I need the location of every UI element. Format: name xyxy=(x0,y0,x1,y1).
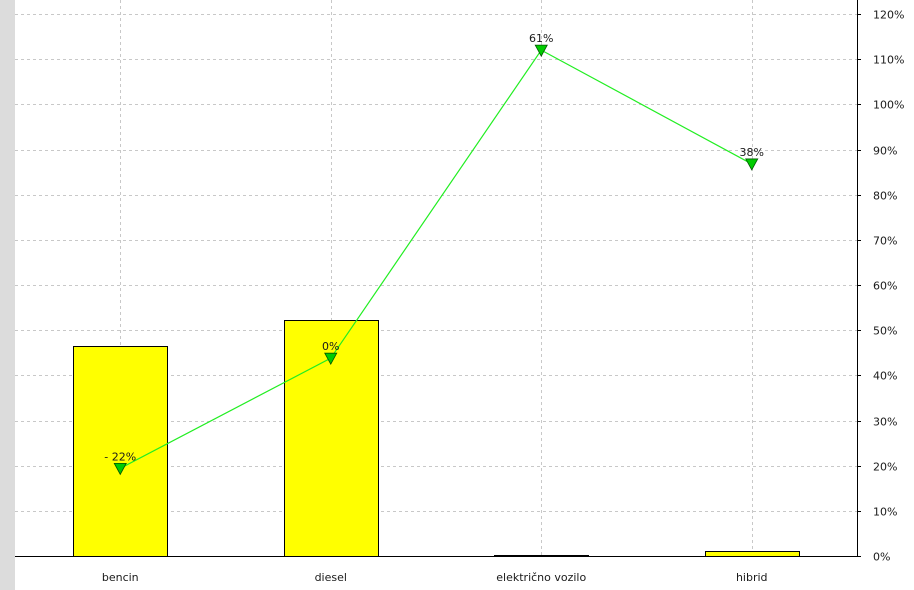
line-point-label: 38% xyxy=(740,146,764,159)
y-tick-label: 110% xyxy=(873,54,904,67)
line-point-marker xyxy=(324,352,338,366)
line-path xyxy=(119,49,753,469)
y-tick-label: 90% xyxy=(873,145,897,158)
line-point-marker xyxy=(113,462,127,476)
y-tick-label: 80% xyxy=(873,190,897,203)
y-tick-label: 70% xyxy=(873,235,897,248)
line-point-label: 61% xyxy=(529,32,553,45)
y-tick-label: 100% xyxy=(873,99,904,112)
line-point-marker xyxy=(745,158,759,171)
bar-hibrid xyxy=(705,551,800,557)
y-tick-label: 10% xyxy=(873,506,897,519)
line-series: - 22% 0% 61% 38% xyxy=(104,32,764,476)
y-tick-label: 120% xyxy=(873,9,904,22)
y-tick-label: 60% xyxy=(873,280,897,293)
y-tick-label: 50% xyxy=(873,325,897,338)
line-point-marker xyxy=(534,44,548,57)
x-category-label: bencin xyxy=(102,571,139,584)
bar-series xyxy=(73,320,800,557)
y-tick-label: 0% xyxy=(873,551,890,564)
y-tick-label: 20% xyxy=(873,461,897,474)
x-axis-labels: bencin diesel električno vozilo hibrid xyxy=(102,571,768,584)
line-point-label: 0% xyxy=(322,340,339,353)
y-axis: 0% 10% 20% 30% 40% 50% 60% 70% 80% 90% 100% 110% 120… xyxy=(15,0,904,564)
y-tick-label: 40% xyxy=(873,370,897,383)
x-category-label: hibrid xyxy=(736,571,768,584)
left-frame-strip xyxy=(0,0,15,590)
x-category-label: diesel xyxy=(315,571,347,584)
x-category-label: električno vozilo xyxy=(496,571,586,584)
line-point-label: - 22% xyxy=(104,450,136,463)
y-tick-label: 30% xyxy=(873,416,897,429)
